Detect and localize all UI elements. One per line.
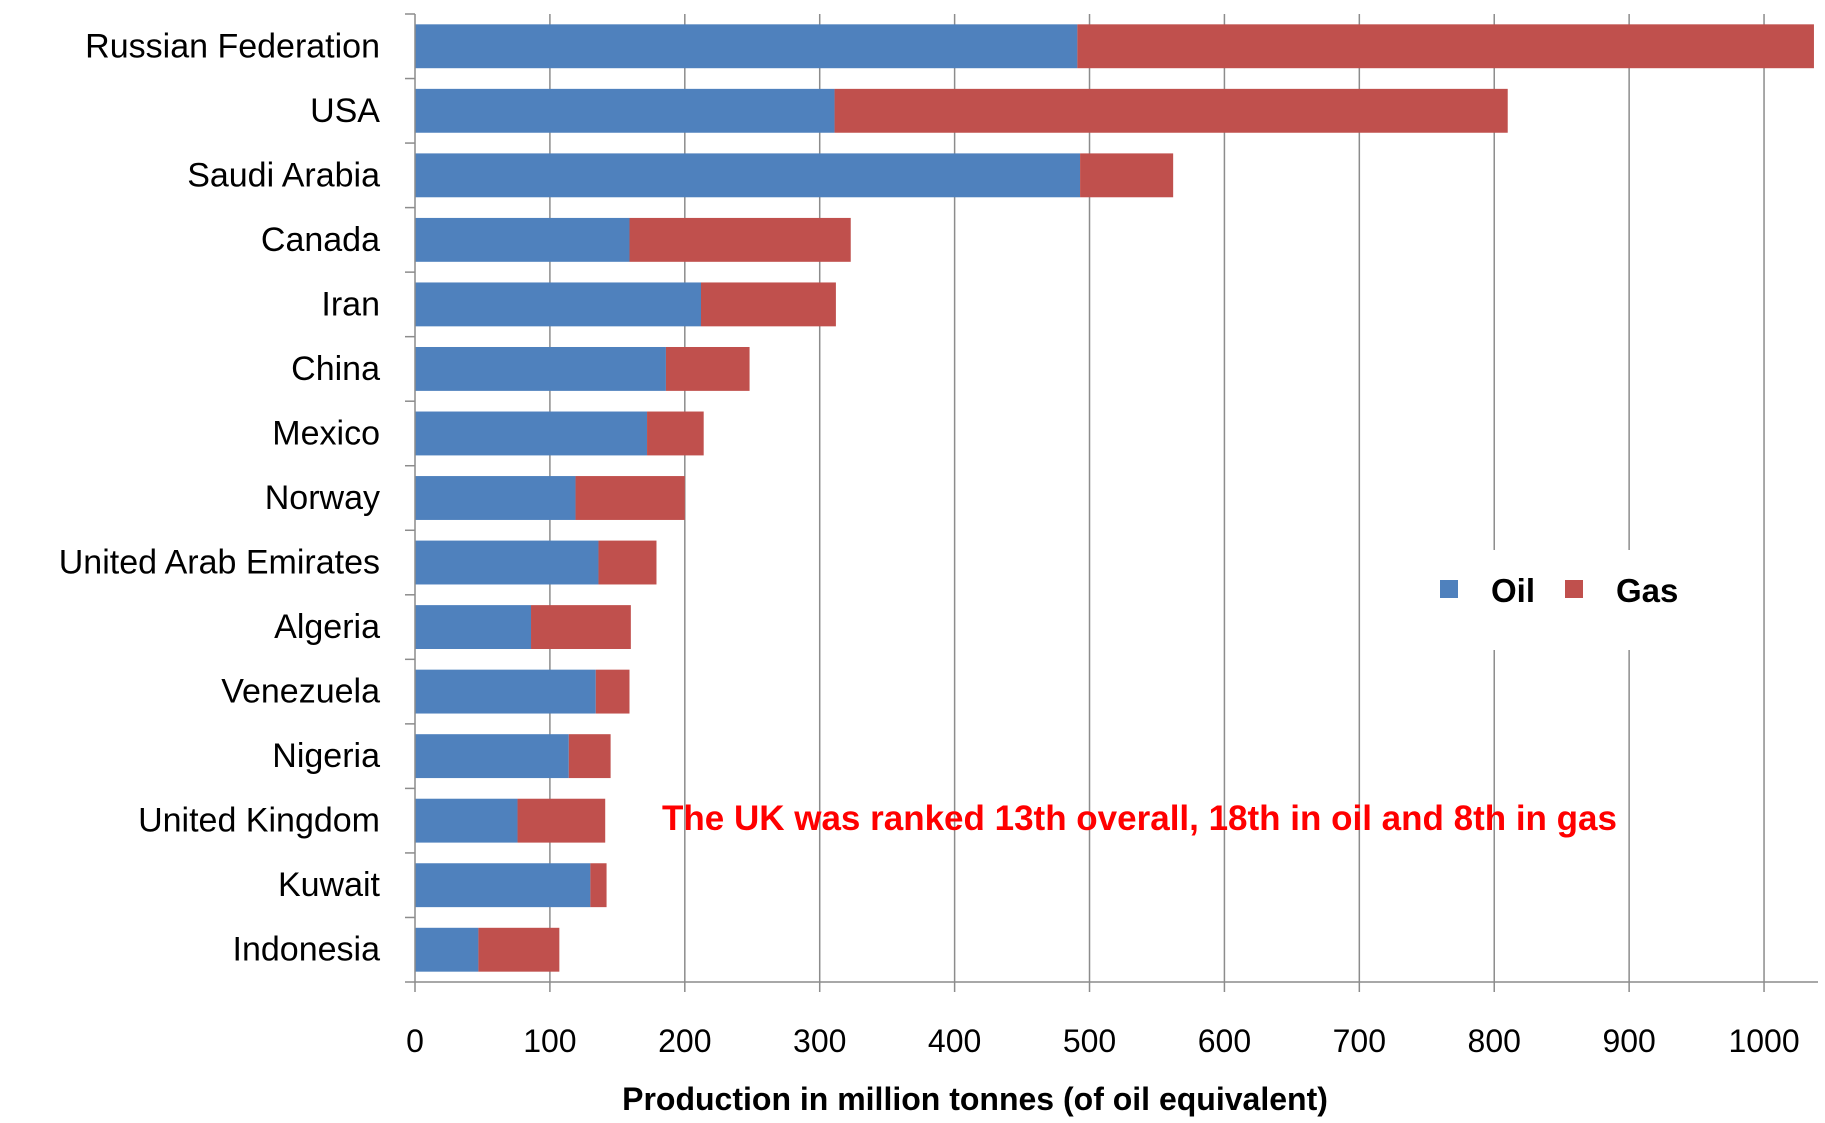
- x-tick-label: 500: [1063, 1023, 1116, 1059]
- x-tick-label: 400: [928, 1023, 981, 1059]
- bar-gas-12: [518, 799, 606, 843]
- legend-label-gas: Gas: [1616, 572, 1678, 609]
- x-tick-label: 600: [1198, 1023, 1251, 1059]
- bar-oil-1: [415, 89, 835, 133]
- category-label: China: [291, 350, 380, 388]
- bar-gas-0: [1077, 24, 1814, 68]
- category-labels: Russian Federation USA Saudi Arabia Canada I…: [59, 27, 381, 968]
- category-label: USA: [310, 92, 380, 130]
- bar-oil-7: [415, 476, 576, 520]
- bar-oil-9: [415, 605, 531, 649]
- category-label: Norway: [265, 479, 380, 517]
- category-label: Algeria: [274, 608, 380, 646]
- bar-gas-9: [531, 605, 631, 649]
- legend-label-oil: Oil: [1491, 572, 1535, 609]
- bar-oil-11: [415, 734, 569, 778]
- legend-swatch-oil: [1440, 580, 1458, 598]
- bar-oil-8: [415, 541, 598, 585]
- bar-gas-4: [701, 282, 836, 326]
- bar-oil-14: [415, 928, 478, 972]
- bar-oil-4: [415, 282, 701, 326]
- legend-swatch-gas: [1565, 580, 1583, 598]
- x-axis-title: Production in million tonnes (of oil equ…: [622, 1081, 1328, 1117]
- bar-gas-10: [596, 670, 630, 714]
- category-label: Mexico: [272, 414, 380, 452]
- bar-oil-13: [415, 863, 590, 907]
- x-tick-label: 900: [1602, 1023, 1655, 1059]
- category-label: Kuwait: [278, 866, 381, 904]
- bar-oil-12: [415, 799, 518, 843]
- x-tick-label: 700: [1333, 1023, 1386, 1059]
- x-tick-label: 1000: [1728, 1023, 1799, 1059]
- bar-gas-7: [576, 476, 685, 520]
- category-label: Iran: [321, 285, 380, 323]
- category-label: Canada: [261, 221, 380, 259]
- annotation-text: The UK was ranked 13th overall, 18th in …: [662, 799, 1617, 838]
- bar-gas-6: [647, 412, 704, 456]
- legend: Oil Gas: [1415, 550, 1705, 650]
- x-tick-labels: 0 100 200 300 400 500 600 700 800 900 1000: [406, 1023, 1800, 1059]
- bar-oil-0: [415, 24, 1077, 68]
- bar-gas-2: [1080, 153, 1173, 197]
- category-label: Russian Federation: [85, 27, 380, 65]
- bar-gas-5: [666, 347, 750, 391]
- category-label: Venezuela: [221, 673, 380, 711]
- bar-oil-6: [415, 412, 647, 456]
- x-tick-label: 100: [523, 1023, 576, 1059]
- bar-gas-14: [478, 928, 559, 972]
- category-label: Indonesia: [233, 931, 381, 969]
- x-tick-label: 0: [406, 1023, 424, 1059]
- bar-oil-3: [415, 218, 629, 262]
- x-tick-label: 300: [793, 1023, 846, 1059]
- x-tick-label: 800: [1468, 1023, 1521, 1059]
- category-label: Nigeria: [272, 737, 380, 775]
- category-label: Saudi Arabia: [187, 156, 380, 194]
- bar-gas-8: [598, 541, 656, 585]
- bar-oil-10: [415, 670, 596, 714]
- category-label: United Kingdom: [138, 802, 380, 840]
- bar-gas-3: [629, 218, 850, 262]
- bar-gas-13: [590, 863, 606, 907]
- category-label: United Arab Emirates: [59, 544, 380, 582]
- bar-oil-5: [415, 347, 666, 391]
- bar-oil-2: [415, 153, 1080, 197]
- bar-gas-1: [835, 89, 1508, 133]
- bar-gas-11: [569, 734, 611, 778]
- x-tick-label: 200: [658, 1023, 711, 1059]
